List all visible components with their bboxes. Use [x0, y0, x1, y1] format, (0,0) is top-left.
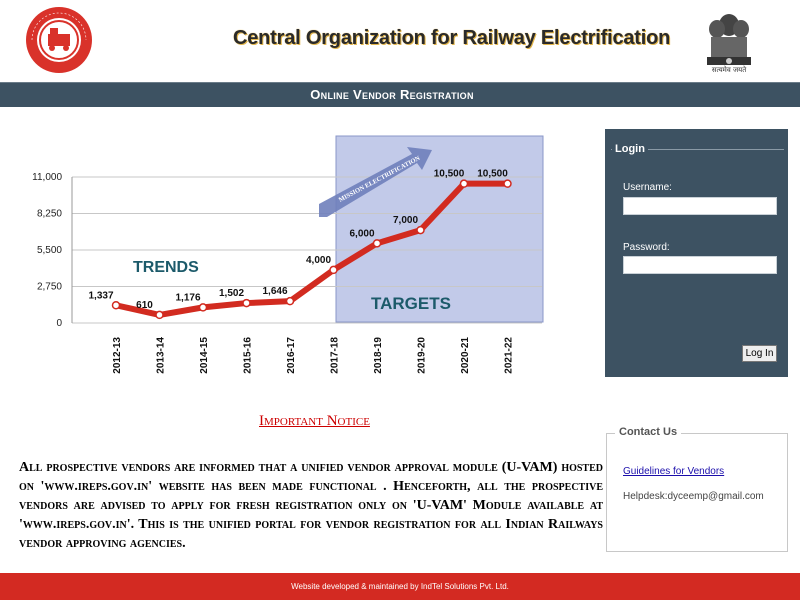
data-point — [155, 310, 164, 320]
data-label: 6,000 — [349, 228, 374, 239]
contact-legend: Contact Us — [615, 426, 682, 438]
password-input[interactable] — [623, 256, 777, 274]
y-tick-label: 2,750 — [37, 282, 62, 293]
x-tick-label: 2016-17 — [286, 337, 297, 374]
mission-arrow — [319, 147, 432, 217]
username-label: Username: — [623, 182, 672, 193]
x-tick-label: 2021-22 — [504, 337, 515, 374]
data-point — [416, 225, 425, 235]
data-label: 4,000 — [306, 255, 331, 266]
x-tick-label: 2018-19 — [373, 337, 384, 374]
trends-annotation: TRENDS — [133, 259, 199, 276]
guidelines-link[interactable]: Guidelines for Vendors — [623, 466, 725, 477]
data-label: 1,502 — [219, 288, 244, 299]
x-tick-label: 2020-21 — [460, 337, 471, 374]
login-button[interactable]: Log In — [742, 345, 777, 362]
login-panel — [605, 129, 788, 377]
series-line — [113, 180, 511, 318]
targets-region-border — [335, 135, 544, 323]
site-title: Central Organization for Railway Electri… — [233, 27, 671, 49]
contact-panel — [606, 433, 788, 552]
data-label: 1,646 — [262, 286, 287, 297]
x-tick-label: 2015-16 — [243, 337, 254, 374]
y-tick-label: 0 — [56, 318, 62, 329]
login-fieldset — [611, 149, 784, 336]
notice-text: All prospective vendors are informed tha… — [19, 460, 603, 551]
x-tick-label: 2017-18 — [330, 337, 341, 374]
targets-annotation: TARGETS — [371, 294, 451, 313]
x-tick-label: 2014-15 — [199, 337, 210, 374]
data-point — [198, 303, 208, 312]
y-tick-label: 8,250 — [37, 209, 62, 220]
x-tick-label: 2013-14 — [156, 337, 167, 374]
data-point — [242, 298, 251, 308]
data-label: 10,500 — [434, 169, 465, 180]
x-tick-label: 2012-13 — [112, 337, 123, 374]
username-input[interactable] — [623, 197, 777, 215]
trends-chart: 0 2,750 5,500 8,250 11,000 MISSION ELECTRIFIC… — [22, 132, 562, 382]
data-point — [111, 301, 121, 310]
targets-region — [336, 136, 543, 322]
y-tick-label: 5,500 — [37, 245, 62, 256]
notice-title: Important Notice — [259, 413, 370, 429]
data-label: 1,337 — [88, 290, 113, 301]
data-point — [459, 179, 469, 188]
page-heading: Online Vendor Registration — [310, 87, 474, 102]
indian-railways-logo — [26, 7, 92, 73]
data-point — [285, 296, 295, 306]
footer: Website developed & maintained by IndTel… — [0, 573, 800, 600]
data-label: 10,500 — [477, 169, 508, 180]
x-tick-label: 2019-20 — [417, 337, 428, 374]
data-label: 7,000 — [393, 215, 418, 226]
emblem-motto: सत्यमेव जयते — [711, 66, 747, 74]
data-point — [503, 179, 512, 188]
login-legend: Login — [612, 143, 648, 155]
national-emblem-icon — [707, 14, 751, 65]
data-label: 610 — [136, 300, 153, 311]
password-label: Password: — [623, 242, 670, 253]
y-tick-label: 11,000 — [32, 172, 62, 183]
data-point — [329, 265, 338, 275]
header: Central Organization for Railway Electri… — [0, 0, 800, 82]
helpdesk-email: Helpdesk:dyceemp@gmail.com — [623, 491, 764, 502]
footer-text: Website developed & maintained by IndTel… — [291, 582, 509, 591]
title-bar: Online Vendor Registration — [0, 82, 800, 107]
data-label: 1,176 — [175, 292, 200, 303]
data-point — [372, 239, 382, 248]
